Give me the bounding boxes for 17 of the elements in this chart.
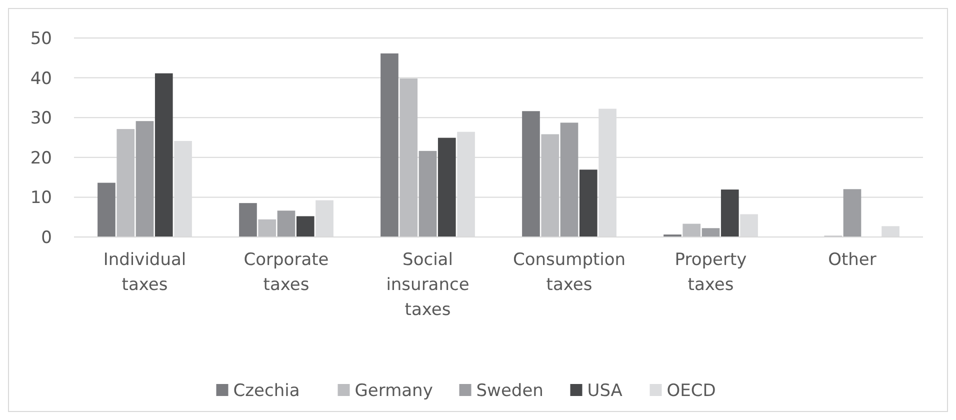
legend-label: USA: [587, 380, 623, 401]
y-tick-label: 50: [30, 28, 52, 49]
y-tick-label: 0: [41, 228, 52, 248]
x-tick-label: Property taxes: [674, 250, 747, 295]
x-tick-label: Individual taxes: [103, 250, 186, 295]
y-tick-label: 40: [30, 68, 52, 89]
legend-label: Germany: [354, 380, 433, 401]
y-tick-label: 10: [30, 188, 52, 208]
y-tick-label: 20: [30, 148, 52, 168]
x-tick-label: Consumption taxes: [512, 250, 626, 295]
x-tick-label: Corporate taxes: [244, 250, 329, 295]
x-tick-label: Social insurance taxes: [386, 250, 470, 320]
legend-label: OECD: [666, 380, 716, 401]
legend-label: Sweden: [476, 380, 544, 401]
legend-label: Czechia: [233, 380, 300, 401]
x-tick-label: Other: [828, 250, 876, 270]
y-tick-label: 30: [30, 108, 52, 129]
